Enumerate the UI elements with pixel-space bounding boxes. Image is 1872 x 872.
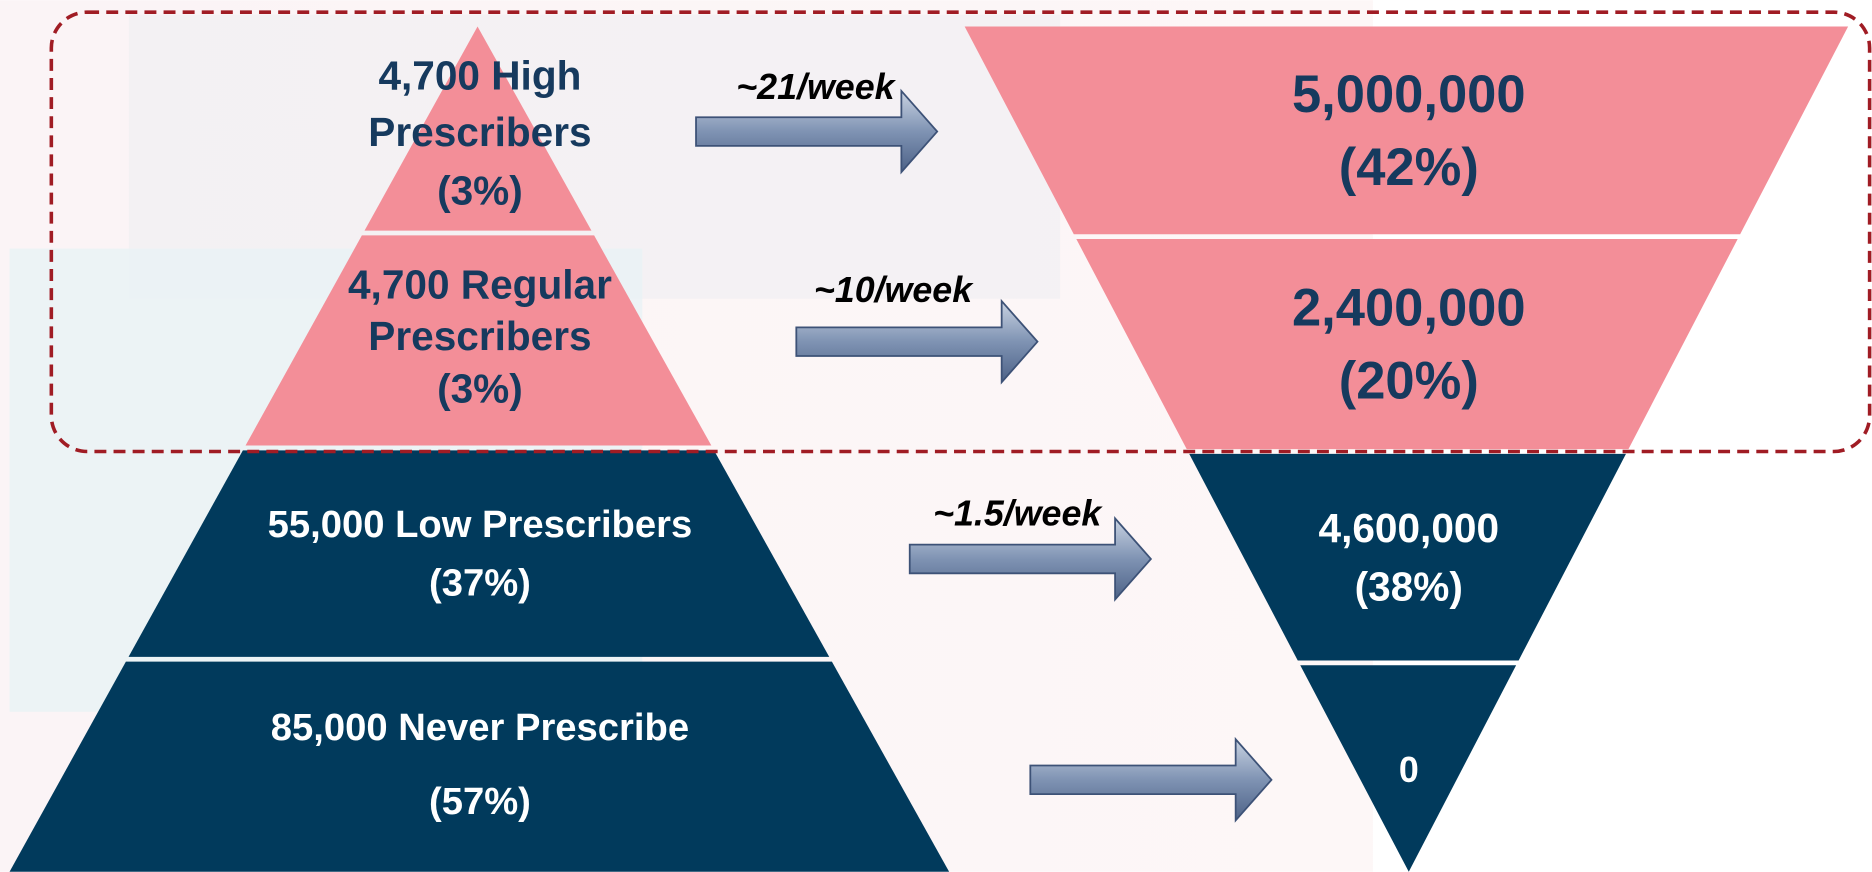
funnel-label: 4,600,000 [1319, 505, 1500, 551]
funnel-label: (42%) [1339, 138, 1479, 197]
pyramid-label: (3%) [437, 167, 523, 213]
funnel-level [1076, 239, 1738, 450]
arrow-label: ~21/week [736, 67, 896, 107]
funnel-label: 2,400,000 [1292, 279, 1526, 338]
funnel-level [1189, 453, 1626, 661]
funnel-label: (20%) [1339, 352, 1479, 411]
pyramid-level [364, 26, 592, 231]
funnel-label: (38%) [1355, 564, 1463, 610]
pyramid-label: Prescribers [368, 109, 591, 155]
pyramid-label: 4,700 Regular [348, 262, 612, 308]
pyramid-label: 85,000 Never Prescribe [271, 706, 689, 749]
funnel-level [1300, 665, 1517, 872]
pyramid-label: 55,000 Low Prescribers [268, 503, 693, 546]
arrow-label: ~10/week [814, 270, 974, 310]
funnel-label: 5,000,000 [1292, 65, 1526, 124]
pyramid-level [245, 235, 712, 446]
pyramid-level [9, 661, 950, 872]
arrow [695, 88, 939, 175]
pyramid-label: (3%) [437, 366, 523, 412]
pyramid-label: (57%) [429, 780, 531, 823]
funnel-label: 0 [1399, 750, 1419, 790]
arrow [795, 298, 1039, 385]
highlight-box [49, 10, 1872, 454]
pyramid-label: (37%) [429, 561, 531, 604]
pyramid-level [128, 450, 830, 657]
arrow-label: ~1.5/week [933, 493, 1103, 533]
pyramid-label: 4,700 High [378, 53, 581, 99]
arrow [908, 516, 1153, 602]
funnel-level [964, 26, 1849, 235]
arrow [1029, 736, 1273, 823]
pyramid-label: Prescribers [368, 313, 591, 359]
